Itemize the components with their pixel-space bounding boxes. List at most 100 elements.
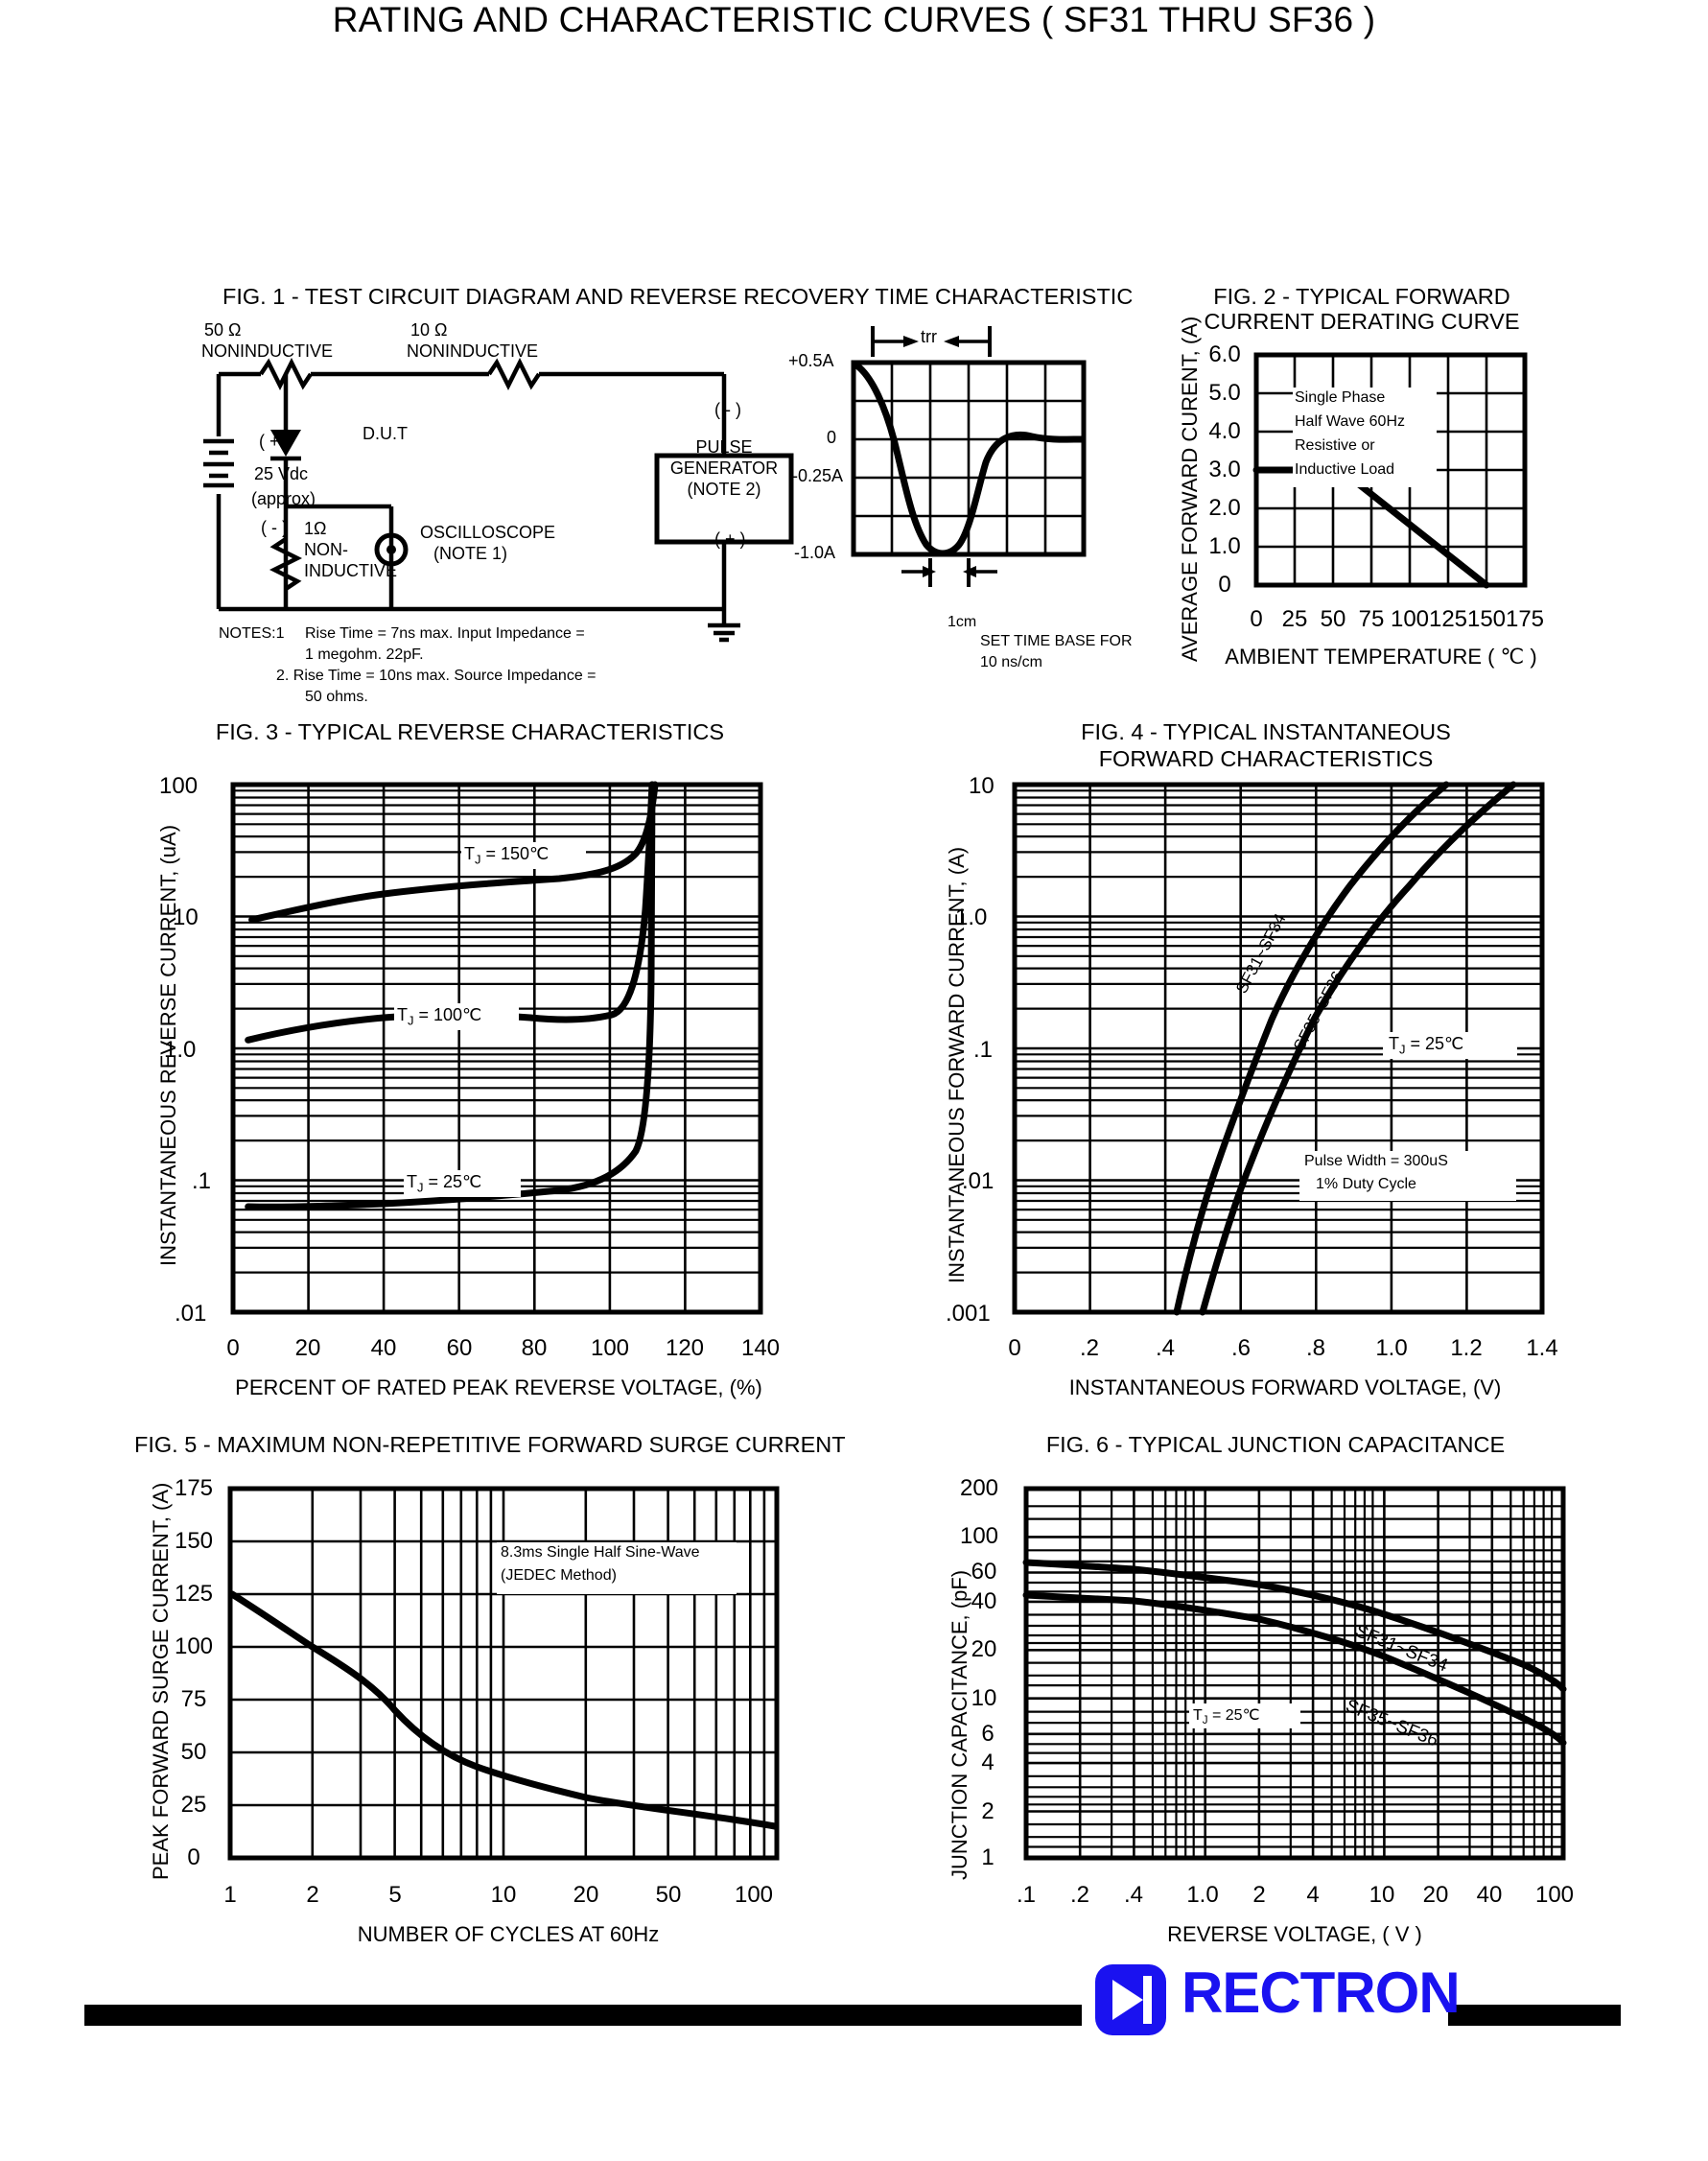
fig5-ytick-2: 50 [180,1739,207,1765]
fig3-xtick-5: 100 [590,1335,630,1361]
fig5-title: FIG. 5 - MAXIMUM NON-REPETITIVE FORWARD … [134,1432,846,1457]
fig6-xtick-8: 40 [1476,1882,1503,1908]
fig4-annotation-12-bg [1299,1151,1516,1201]
fig2-xtick-3: 75 [1358,606,1385,632]
fig3-xtick-6: 120 [665,1335,705,1361]
fig2-xtick-5: 125 [1428,606,1468,632]
fig6-xtick-0: .1 [1016,1882,1036,1908]
fig5-ytick-1: 25 [180,1792,207,1818]
fig4-title-line1: FIG. 4 - TYPICAL INSTANTANEOUS [1081,719,1451,744]
fig4-xtick-7: 1.4 [1526,1335,1558,1361]
fig6-annotation-bg [1189,1703,1300,1728]
fig3-label-25-bg [404,1170,521,1197]
fig4-ytick-1: 1.0 [955,904,988,930]
fig4-annotation-0: TJ = 25℃ [1389,1034,1464,1057]
fig1-dut-label: D.U.T [363,424,408,443]
fig6-title: FIG. 6 - TYPICAL JUNCTION CAPACITANCE [1045,1432,1506,1457]
fig5-ytick-4: 100 [174,1633,214,1659]
fig2-xtick-0: 0 [1250,606,1263,632]
fig3-xtick-1: 20 [294,1335,321,1361]
fig3-xlabel: PERCENT OF RATED PEAK REVERSE VOLTAGE, (… [235,1375,762,1399]
fig3-label-100-bg [394,1003,519,1030]
fig1-timebase-1: SET TIME BASE FOR [980,633,1133,649]
fig1-circuit-svg [203,357,794,643]
fig6-plot [1022,1486,1567,1861]
fig5-annotation-1: (JEDEC Method) [501,1567,617,1584]
fig1-supply-value: 25 Vdc [254,464,309,483]
fig3-ytick-3: .1 [192,1168,212,1194]
fig5-xtick-1: 2 [306,1882,319,1908]
fig6-ytick-1: 100 [959,1523,999,1549]
fig1-timebase-2: 10 ns/cm [980,654,1042,670]
fig1-supply-plus: ( + ) [259,432,291,451]
fig6-xtick-6: 10 [1369,1882,1395,1908]
fig6-ytick-0: 200 [959,1475,999,1501]
fig2-ytick-1: 1.0 [1208,533,1241,559]
fig3-xtick-0: 0 [226,1335,240,1361]
fig3-series-label-100: TJ = 100℃ [397,1005,482,1028]
fig5-ytick-0: 0 [187,1844,200,1870]
fig5-xtick-2: 5 [388,1882,402,1908]
fig1-note1-b: 1 megohm. 22pF. [305,646,424,663]
brand-wordmark: RECTRON [1182,1961,1461,2025]
fig2-annotation-0: Single Phase [1295,389,1386,406]
rectron-logo-mark [1095,1964,1166,2035]
fig1-supply-approx: (approx) [251,489,316,508]
fig5-xtick-3: 10 [490,1882,517,1908]
fig6-xtick-4: 2 [1252,1882,1266,1908]
fig1-scope-trace-svg [851,326,1087,587]
fig3-xtick-4: 80 [521,1335,548,1361]
fig5-ytick-3: 75 [180,1686,207,1712]
fig1-y-zero: 0 [827,428,837,447]
fig2-ytick-6: 6.0 [1208,341,1241,367]
fig6-xlabel: REVERSE VOLTAGE, ( V ) [1167,1922,1422,1946]
fig3-ytick-0: 100 [159,773,199,799]
footer-rule-right [1448,2005,1621,2026]
fig4-xtick-1: .2 [1079,1335,1099,1361]
fig2-xtick-1: 25 [1281,606,1308,632]
fig4-ytick-4: .001 [946,1301,991,1327]
fig5-xlabel: NUMBER OF CYCLES AT 60Hz [357,1922,660,1946]
fig1-notes-head: NOTES:1 [219,625,285,642]
fig5-xtick-0: 1 [223,1882,237,1908]
fig2-xtick-6: 150 [1466,606,1507,632]
fig1-supply-minus: ( - ) [261,518,288,537]
fig2-annotation-3: Inductive Load [1295,461,1395,478]
fig6-xtick-7: 20 [1422,1882,1449,1908]
fig1-r3-type-1: NON- [304,540,348,559]
footer-rule-left [84,2005,1082,2026]
fig3-xtick-7: 140 [740,1335,781,1361]
fig2-annotation-bg [1293,388,1437,487]
fig2-annotation-2: Resistive or [1295,437,1375,454]
fig3-xtick-3: 60 [446,1335,473,1361]
fig5-ytick-6: 150 [174,1528,214,1554]
fig1-trr-label: trr [921,327,937,346]
fig1-r3-value: 1Ω [304,519,327,538]
fig4-xtick-6: 1.2 [1450,1335,1483,1361]
fig1-r1-value: 50 Ω [204,320,242,340]
fig6-xtick-9: 100 [1534,1882,1575,1908]
fig1-r1-type: NONINDUCTIVE [201,341,334,361]
fig2-annotation-1: Half Wave 60Hz [1295,413,1405,430]
fig6-ytick-2: 60 [971,1559,997,1585]
fig2-ytick-3: 3.0 [1208,457,1241,482]
fig4-annotation-0-bg [1383,1032,1517,1059]
fig4-ytick-0: 10 [969,773,994,799]
fig1-pg-minus: ( - ) [714,400,741,419]
fig4-ytick-2: .1 [973,1037,994,1063]
fig5-ytick-7: 175 [174,1475,214,1501]
page-title: RATING AND CHARACTERISTIC CURVES ( SF31 … [332,0,1376,39]
fig3-label-150-bg [461,842,586,869]
fig5-ytick-5: 125 [174,1581,214,1607]
fig2-xtick-4: 100 [1390,606,1430,632]
fig4-xtick-0: 0 [1008,1335,1021,1361]
fig1-y-mid: -0.25A [792,466,844,485]
fig1-pulsegen-1: PULSE [695,437,753,457]
fig1-note2-a: 2. Rise Time = 10ns max. Source Impedanc… [276,668,597,684]
fig4-xtick-4: .8 [1305,1335,1325,1361]
fig1-note1-a: Rise Time = 7ns max. Input Impedance = [305,625,585,642]
fig3-title: FIG. 3 - TYPICAL REVERSE CHARACTERISTICS [215,719,725,744]
fig6-ytick-5: 10 [971,1685,997,1711]
fig6-xtick-3: 1.0 [1186,1882,1219,1908]
